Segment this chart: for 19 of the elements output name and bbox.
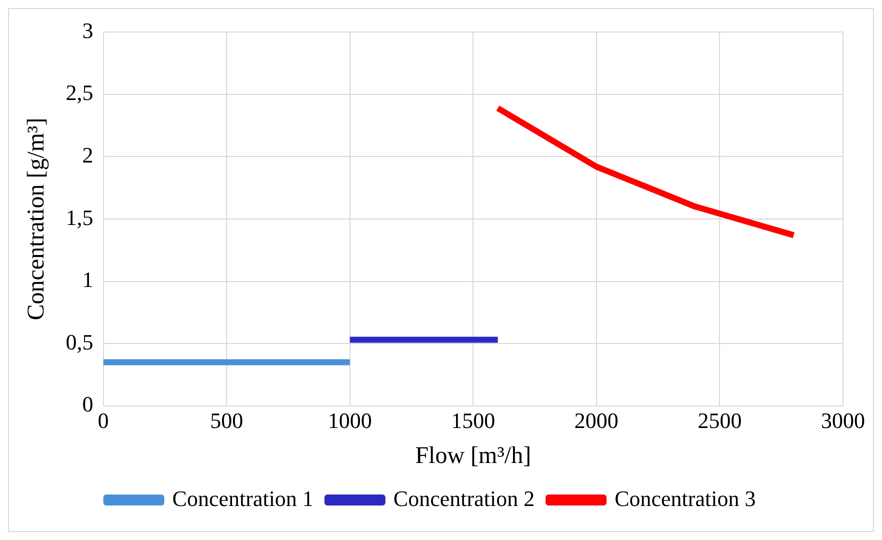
x-tick-label: 2500 xyxy=(698,408,742,433)
x-tick-label: 3000 xyxy=(821,408,865,433)
x-axis-title: Flow [m³/h] xyxy=(415,442,532,469)
y-tick-label: 1,5 xyxy=(66,204,94,230)
x-tick-label: 0 xyxy=(98,408,109,433)
x-tick-label: 1000 xyxy=(328,408,372,433)
x-tick-label: 2000 xyxy=(574,408,618,433)
y-axis-title: Concentration [g/m³] xyxy=(24,118,50,320)
x-tick-label: 1500 xyxy=(451,408,496,433)
legend-label: Concentration 1 xyxy=(172,486,314,511)
y-tick-label: 2 xyxy=(82,142,94,168)
legend-label: Concentration 3 xyxy=(614,486,756,511)
y-tick-label: 0 xyxy=(82,392,94,417)
y-tick-label: 2,5 xyxy=(66,80,94,106)
y-tick-label: 3 xyxy=(82,18,94,43)
x-tick-label: 500 xyxy=(210,408,244,433)
legend-label: Concentration 2 xyxy=(393,486,535,511)
y-tick-label: 0,5 xyxy=(66,329,94,354)
y-tick-label: 1 xyxy=(82,267,94,292)
